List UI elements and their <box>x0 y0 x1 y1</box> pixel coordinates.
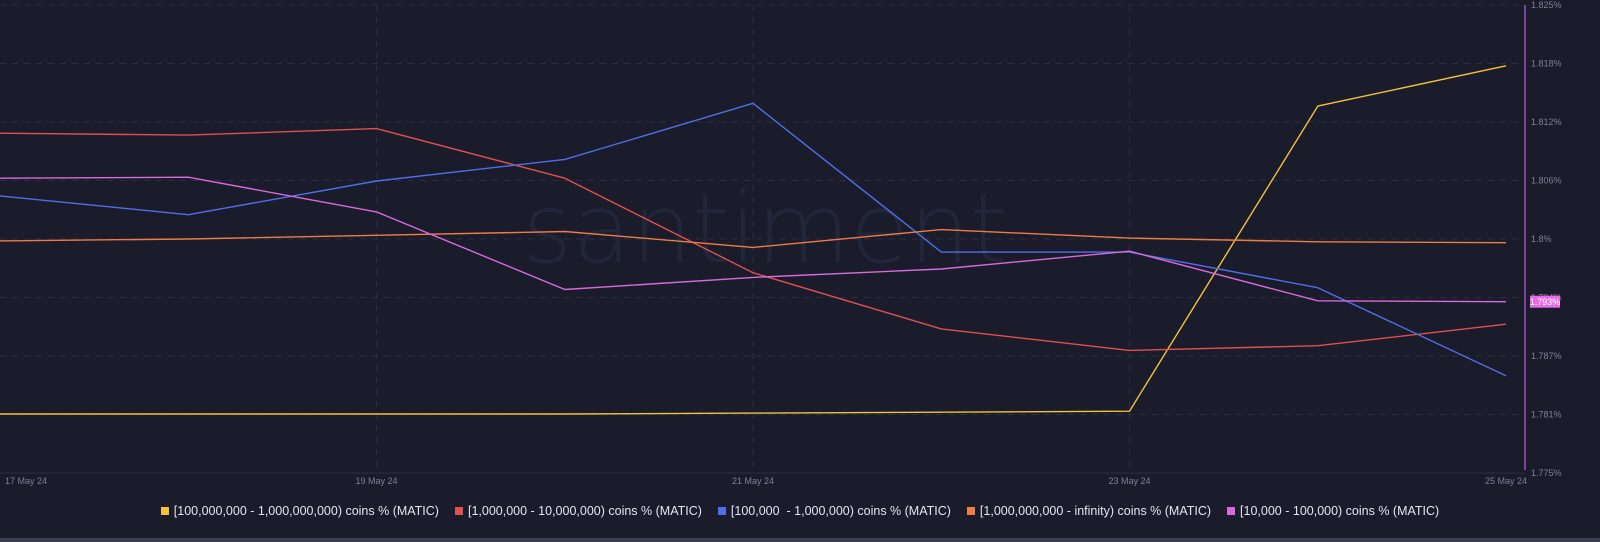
legend-swatch-icon <box>160 507 169 515</box>
chart-legend: [100,000,000 - 1,000,000,000) coins % (M… <box>0 500 1600 522</box>
legend-item-1[interactable]: [1,000,000 - 10,000,000) coins % (MATIC) <box>454 504 702 518</box>
x-axis-tick-label: 25 May 24 <box>1485 476 1527 486</box>
y-axis-tick-label: 1.806% <box>1531 176 1562 186</box>
legend-item-4[interactable]: [10,000 - 100,000) coins % (MATIC) <box>1227 504 1439 518</box>
series-line-1[interactable] <box>0 127 1507 352</box>
series-line-0[interactable] <box>0 65 1507 415</box>
legend-swatch-icon <box>717 507 726 515</box>
legend-item-0[interactable]: [100,000,000 - 1,000,000,000) coins % (M… <box>160 504 439 518</box>
y-axis-tick-label: 1.787% <box>1531 351 1562 361</box>
current-value-badge <box>1530 295 1560 308</box>
santiment-watermark: santiment <box>522 173 1007 285</box>
legend-label: [1,000,000 - 10,000,000) coins % (MATIC) <box>467 504 702 518</box>
legend-item-2[interactable]: [100,000 - 1,000,000) coins % (MATIC) <box>717 504 951 518</box>
x-axis-tick-label: 19 May 24 <box>355 476 397 486</box>
y-axis-tick-label: 1.781% <box>1531 410 1562 420</box>
chart-area: 1.825%1.818%1.812%1.806%1.8%1.794%1.787%… <box>0 0 1600 490</box>
legend-label: [1,000,000,000 - infinity) coins % (MATI… <box>979 504 1212 518</box>
legend-swatch-icon <box>966 507 975 515</box>
x-axis-tick-label: 21 May 24 <box>732 476 774 486</box>
legend-label: [100,000,000 - 1,000,000,000) coins % (M… <box>173 504 439 518</box>
legend-swatch-icon <box>454 507 463 515</box>
series-line-2[interactable] <box>0 102 1507 377</box>
legend-label: [100,000 - 1,000,000) coins % (MATIC) <box>730 504 951 518</box>
legend-item-3[interactable]: [1,000,000,000 - infinity) coins % (MATI… <box>966 504 1212 518</box>
bottom-divider <box>0 538 1600 542</box>
legend-label: [10,000 - 100,000) coins % (MATIC) <box>1240 504 1440 518</box>
x-axis-tick-label: 23 May 24 <box>1108 476 1150 486</box>
current-value-label: 1.793% <box>1530 297 1561 307</box>
x-axis-tick-label: 17 May 24 <box>5 476 47 486</box>
line-chart[interactable]: 1.825%1.818%1.812%1.806%1.8%1.794%1.787%… <box>0 0 1600 490</box>
y-axis-tick-label: 1.818% <box>1531 59 1562 69</box>
legend-swatch-icon <box>1227 507 1236 515</box>
y-axis-tick-label: 1.8% <box>1531 234 1552 244</box>
y-axis-tick-label: 1.775% <box>1531 468 1562 478</box>
y-axis-tick-label: 1.812% <box>1531 117 1562 127</box>
series-line-4[interactable] <box>0 176 1507 303</box>
series-line-3[interactable] <box>0 228 1507 249</box>
y-axis-tick-label: 1.825% <box>1531 0 1562 10</box>
